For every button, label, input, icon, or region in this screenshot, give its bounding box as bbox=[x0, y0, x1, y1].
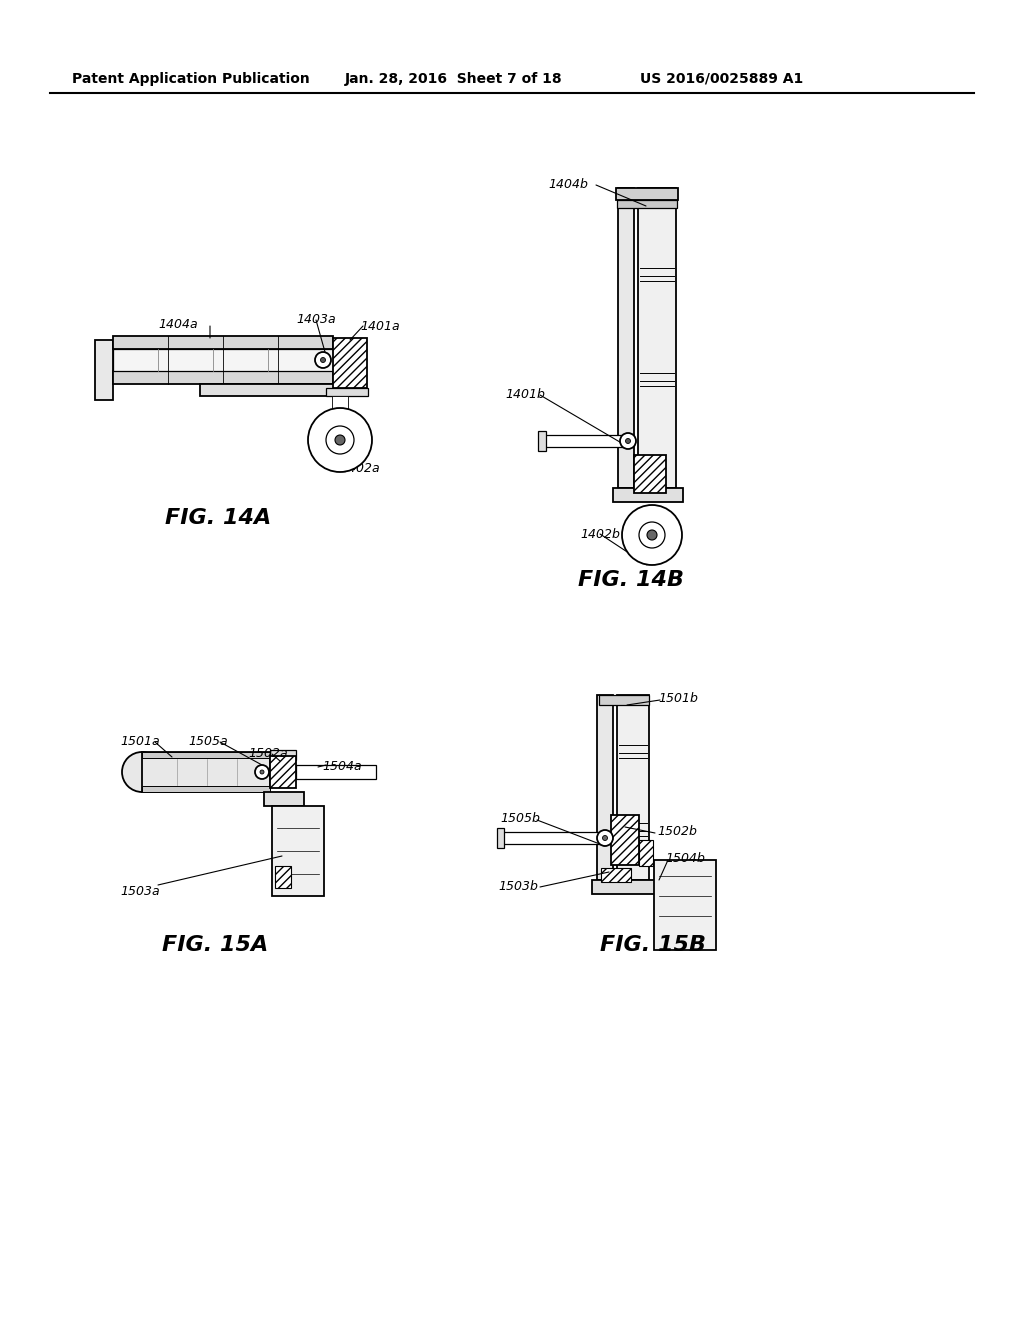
Text: 1502b: 1502b bbox=[657, 825, 697, 838]
Circle shape bbox=[308, 408, 372, 473]
Text: 1401b: 1401b bbox=[505, 388, 545, 401]
Text: 1503b: 1503b bbox=[498, 880, 538, 894]
Text: FIG. 14B: FIG. 14B bbox=[578, 570, 684, 590]
Circle shape bbox=[602, 836, 607, 841]
Circle shape bbox=[326, 426, 354, 454]
Bar bbox=[639, 840, 653, 866]
Circle shape bbox=[321, 358, 326, 363]
Bar bbox=[617, 696, 649, 880]
Bar bbox=[592, 880, 656, 894]
Circle shape bbox=[639, 521, 665, 548]
Circle shape bbox=[620, 433, 636, 449]
Bar bbox=[333, 338, 367, 388]
Text: 1401a: 1401a bbox=[360, 319, 399, 333]
Bar bbox=[618, 187, 634, 488]
Bar bbox=[497, 828, 504, 847]
Bar bbox=[638, 187, 676, 488]
Bar bbox=[264, 792, 304, 807]
Text: FIG. 15A: FIG. 15A bbox=[162, 935, 268, 954]
Text: 1504a: 1504a bbox=[322, 760, 361, 774]
Bar bbox=[502, 832, 602, 843]
Bar bbox=[142, 752, 270, 792]
Bar bbox=[611, 814, 639, 865]
Bar bbox=[332, 396, 348, 412]
Text: 1403a: 1403a bbox=[296, 313, 336, 326]
Circle shape bbox=[335, 436, 345, 445]
Bar bbox=[113, 348, 333, 371]
Text: 1504b: 1504b bbox=[665, 851, 705, 865]
Bar bbox=[113, 371, 333, 384]
Bar bbox=[538, 432, 546, 451]
Bar bbox=[275, 866, 291, 888]
Text: 1404b: 1404b bbox=[548, 178, 588, 191]
Circle shape bbox=[626, 438, 631, 444]
Bar bbox=[597, 696, 613, 880]
Bar bbox=[95, 341, 113, 400]
Circle shape bbox=[260, 770, 264, 774]
Circle shape bbox=[597, 830, 613, 846]
Bar bbox=[616, 187, 678, 201]
Bar bbox=[270, 756, 296, 788]
Bar bbox=[142, 785, 270, 792]
Text: 1505a: 1505a bbox=[188, 735, 227, 748]
Circle shape bbox=[622, 506, 682, 565]
Text: 1404a: 1404a bbox=[158, 318, 198, 331]
Bar bbox=[326, 388, 368, 396]
Bar bbox=[617, 201, 677, 209]
Text: Jan. 28, 2016  Sheet 7 of 18: Jan. 28, 2016 Sheet 7 of 18 bbox=[345, 73, 562, 86]
Bar bbox=[599, 696, 649, 705]
Circle shape bbox=[647, 531, 657, 540]
Bar bbox=[200, 384, 340, 396]
Text: 1402a: 1402a bbox=[340, 462, 380, 475]
Bar bbox=[113, 337, 333, 348]
Text: 1501b: 1501b bbox=[658, 692, 698, 705]
Bar bbox=[634, 455, 666, 492]
Text: 1402b: 1402b bbox=[580, 528, 620, 541]
Text: 1501a: 1501a bbox=[120, 735, 160, 748]
Bar bbox=[272, 807, 324, 896]
Text: 1502a: 1502a bbox=[248, 747, 288, 760]
Bar bbox=[601, 869, 631, 882]
Bar bbox=[654, 861, 716, 950]
Bar bbox=[296, 766, 376, 779]
Text: US 2016/0025889 A1: US 2016/0025889 A1 bbox=[640, 73, 803, 86]
Bar bbox=[270, 750, 296, 760]
Bar bbox=[142, 752, 270, 758]
Circle shape bbox=[315, 352, 331, 368]
Circle shape bbox=[122, 752, 162, 792]
Text: FIG. 14A: FIG. 14A bbox=[165, 508, 271, 528]
Text: 1503a: 1503a bbox=[120, 884, 160, 898]
Text: Patent Application Publication: Patent Application Publication bbox=[72, 73, 309, 86]
Circle shape bbox=[255, 766, 269, 779]
Text: FIG. 15B: FIG. 15B bbox=[600, 935, 706, 954]
Bar bbox=[613, 488, 683, 502]
Text: 1505b: 1505b bbox=[500, 812, 540, 825]
Bar bbox=[543, 436, 623, 447]
